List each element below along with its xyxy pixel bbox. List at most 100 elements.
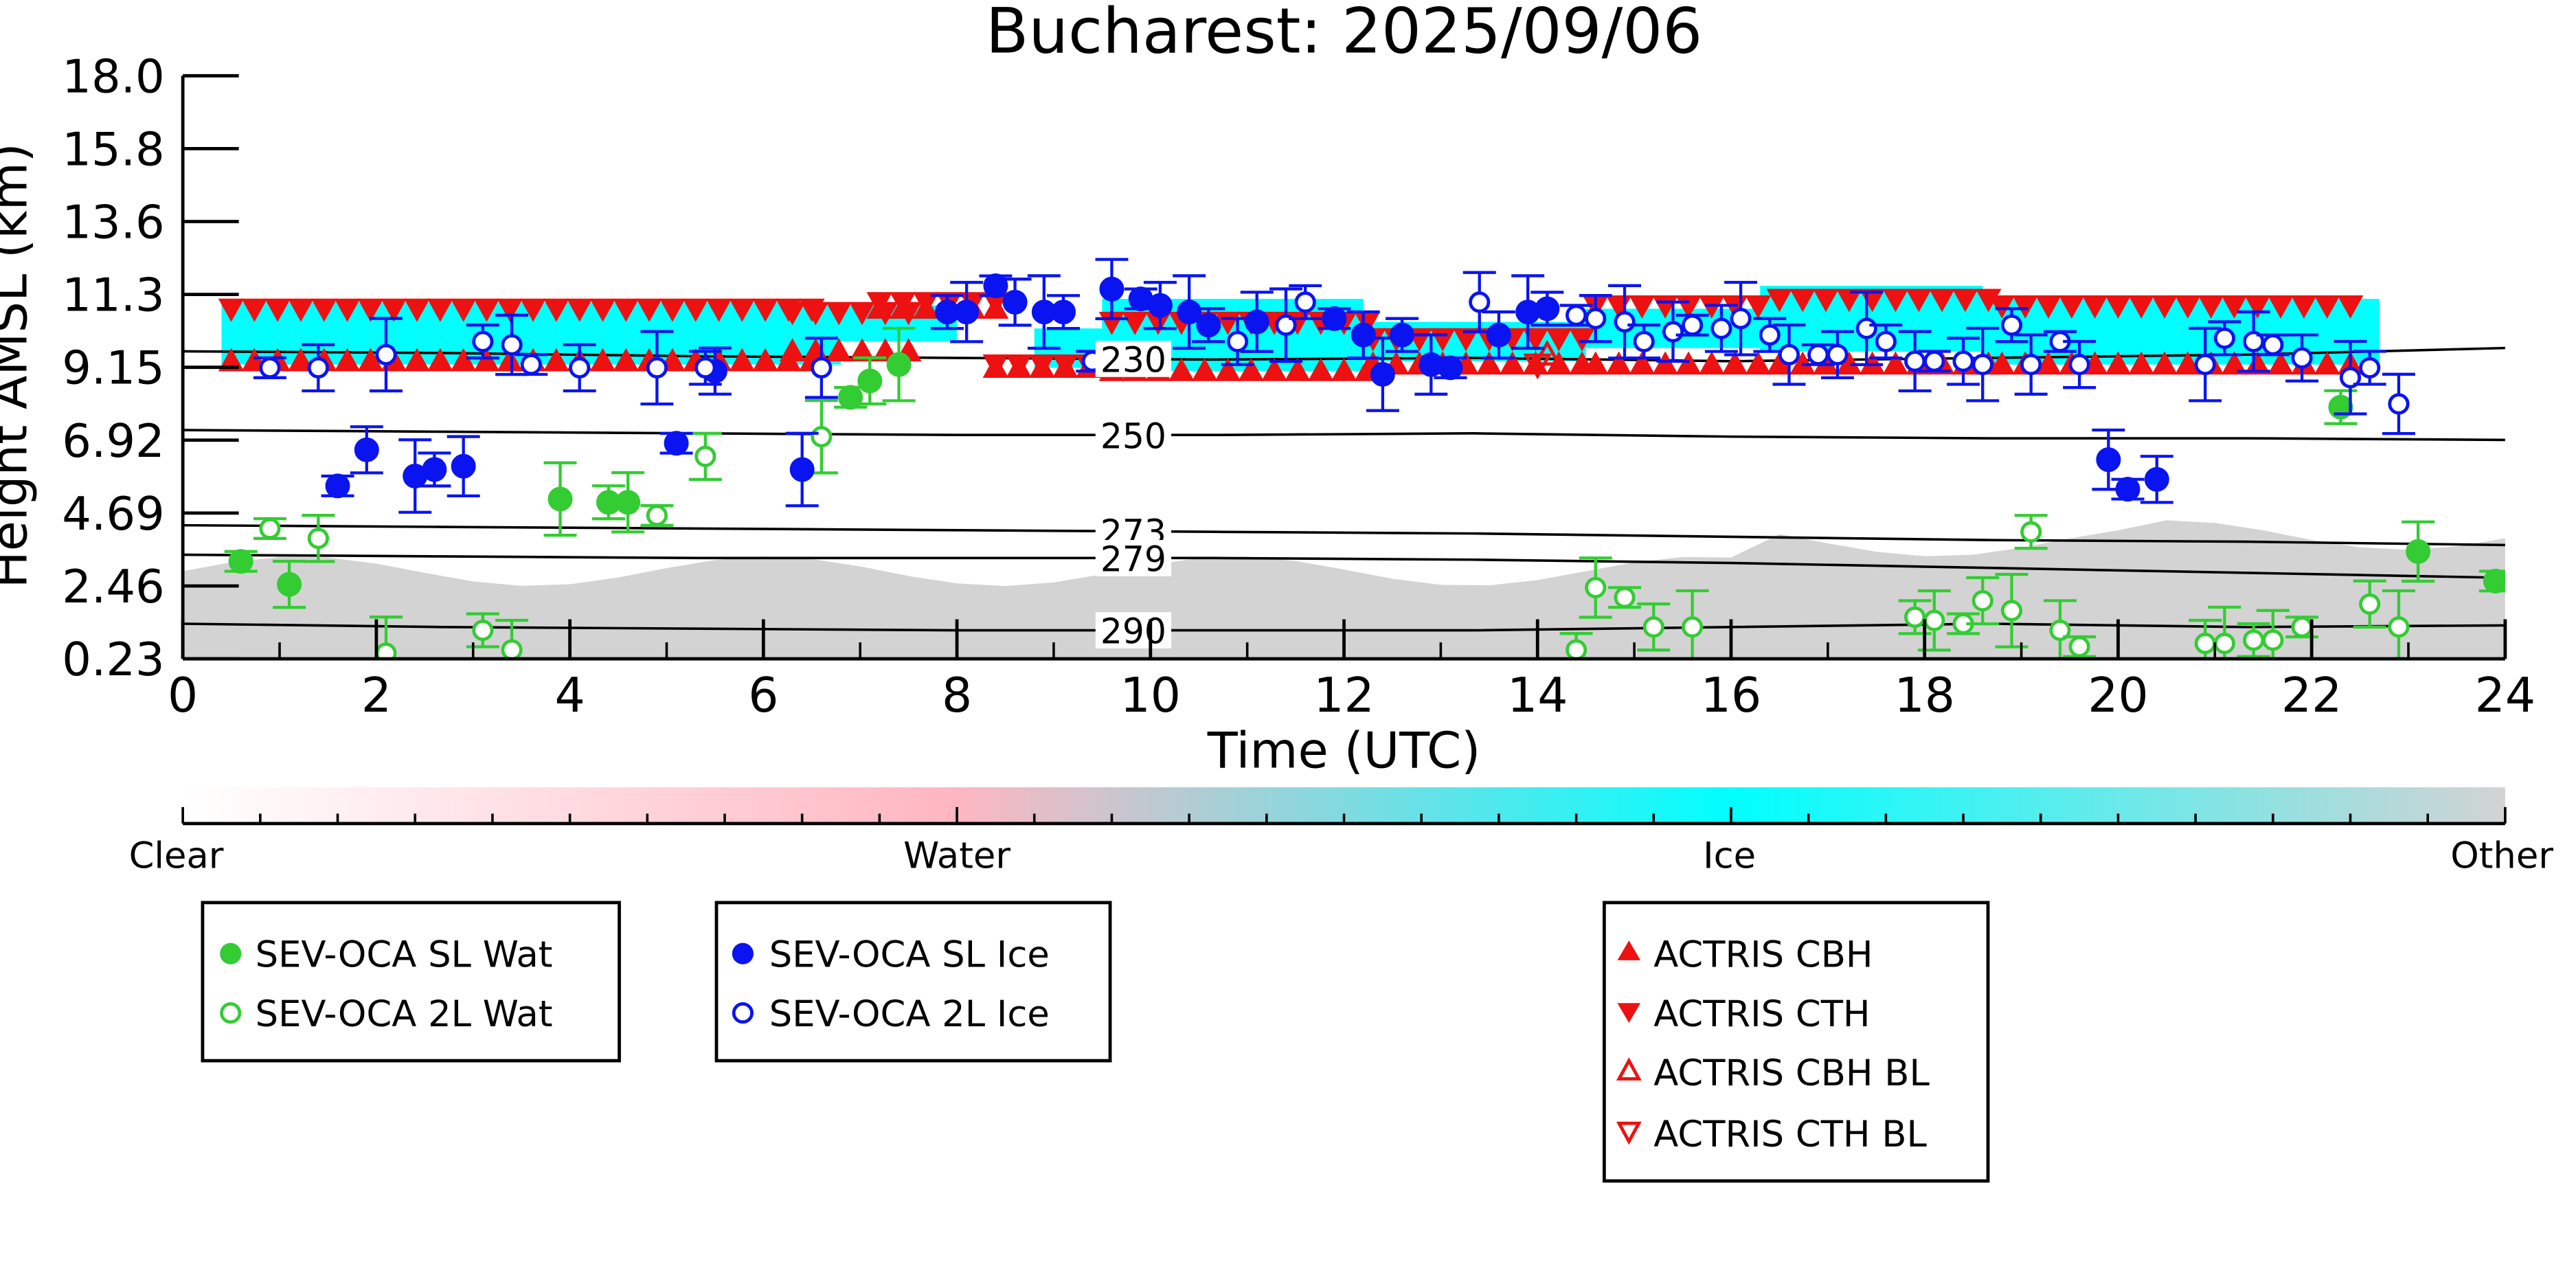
data-point: [1642, 616, 1664, 638]
data-point: [2243, 629, 2265, 651]
actris-cbh-marker: [2035, 351, 2061, 375]
actris-cth-marker: [779, 302, 806, 326]
data-point: [2115, 477, 2140, 502]
data-point: [422, 457, 447, 482]
actris-cth-marker: [404, 298, 430, 322]
actris-cth-marker: [1813, 289, 1839, 313]
isotherm-label-bg: [1095, 341, 1172, 377]
data-point: [2262, 334, 2284, 356]
data-point: [1535, 296, 1560, 321]
data-point: [1682, 314, 1704, 336]
x-tick-label: 0: [168, 668, 198, 723]
data-point: [325, 473, 350, 499]
actris-cbh-marker: [2268, 351, 2294, 375]
data-point: [259, 357, 281, 379]
actris-cth-marker: [381, 298, 407, 322]
actris-cbh-marker: [1629, 351, 1656, 375]
data-point: [354, 437, 379, 462]
actris-cbh-marker: [1499, 351, 1526, 375]
data-point: [2243, 330, 2265, 352]
actris-cbh-marker: [589, 348, 616, 372]
x-tick-label: 10: [1120, 668, 1181, 723]
data-point: [2291, 616, 2313, 638]
data-point: [1294, 291, 1316, 313]
y-tick-label: 11.3: [62, 269, 164, 322]
data-point: [1585, 308, 1607, 330]
data-point: [1390, 322, 1415, 348]
data-point: [1002, 289, 1028, 315]
data-point: [520, 354, 542, 376]
actris-cbh-marker: [543, 348, 569, 372]
x-tick-label: 12: [1313, 668, 1374, 723]
actris-cth-marker: [310, 298, 337, 322]
y-tick-label: 4.69: [62, 487, 164, 541]
colorbar-label-clear: Clear: [129, 835, 224, 877]
legend-water: SEV-OCA SL Wat SEV-OCA 2L Wat: [201, 901, 621, 1063]
actris-cbh-marker: [218, 348, 245, 372]
actris-cth-marker: [2175, 295, 2201, 319]
actris-cth-marker: [2244, 295, 2271, 319]
actris-cbh-marker: [1238, 357, 1265, 381]
actris-cth-marker: [890, 292, 916, 316]
actris-cth-marker: [2128, 295, 2155, 319]
actris-cbh-marker: [2105, 351, 2132, 375]
isotherm-label: 290: [1100, 611, 1166, 652]
data-point: [2020, 521, 2042, 543]
actris-cth-marker: [497, 298, 523, 322]
actris-cth-marker: [1006, 354, 1032, 378]
actris-cbh-marker: [2175, 351, 2201, 375]
actris-cth-marker: [849, 302, 875, 326]
actris-cth-marker: [1952, 289, 1978, 313]
actris-cth-marker: [589, 298, 616, 322]
actris-cth-marker: [2081, 295, 2108, 319]
data-point: [1807, 343, 1829, 365]
data-point: [694, 357, 716, 379]
isotherm-label-bg: [1095, 540, 1172, 576]
actris-cth-marker: [1766, 289, 1793, 313]
y-tick-label: 9.15: [62, 341, 164, 395]
actris-cbh-marker: [849, 338, 875, 362]
actris-cth-marker: [802, 302, 829, 326]
data-point: [1614, 310, 1636, 333]
data-point: [1682, 616, 1704, 638]
x-tick-label: 20: [2088, 668, 2148, 723]
data-point: [1244, 309, 1269, 335]
data-point: [2000, 600, 2023, 622]
data-point: [501, 639, 523, 659]
actris-cth-marker: [2059, 295, 2085, 319]
actris-cth-marker: [427, 298, 453, 322]
data-point: [1971, 354, 1993, 376]
data-point: [1904, 606, 1926, 629]
colorbar-label-ice: Ice: [1703, 835, 1756, 877]
actris-cbh-marker: [288, 348, 314, 372]
y-tick-label: 2.46: [62, 560, 164, 613]
actris-cbh-marker: [1698, 351, 1725, 375]
legend-actris: ACTRIS CBH ACTRIS CTH ACTRIS CBH BL ACTR…: [1602, 901, 1990, 1183]
data-point: [2213, 633, 2235, 655]
colorbar-ticks: [181, 806, 2507, 824]
data-point: [811, 426, 833, 448]
legend-label-2l-ice: SEV-OCA 2L Ice: [769, 993, 1050, 1035]
actris-cbh-marker: [450, 348, 477, 372]
data-point: [694, 445, 716, 467]
actris-cbh-bl-marker: [1533, 339, 1562, 366]
data-point: [1730, 308, 1752, 330]
actris-cth-marker: [2197, 295, 2224, 319]
actris-cth-marker: [1929, 289, 1955, 313]
data-point: [1486, 322, 1511, 348]
data-point: [1855, 317, 1877, 339]
actris-cbh-marker: [1721, 351, 1748, 375]
actris-cbh-marker: [1261, 357, 1287, 381]
actris-cbh-marker: [1582, 351, 1609, 375]
actris-cbh-marker: [729, 348, 756, 372]
actris-cth-marker: [682, 298, 709, 322]
data-markers: [218, 258, 2505, 659]
actris-cbh-marker: [1882, 351, 1909, 375]
actris-cth-marker: [2337, 295, 2364, 319]
actris-cth-marker: [2012, 295, 2039, 319]
actris-cth-marker: [473, 298, 500, 322]
data-point: [1438, 355, 1463, 381]
data-point: [1971, 589, 1993, 612]
data-point: [1051, 300, 1076, 325]
actris-cbh-marker: [826, 338, 852, 362]
